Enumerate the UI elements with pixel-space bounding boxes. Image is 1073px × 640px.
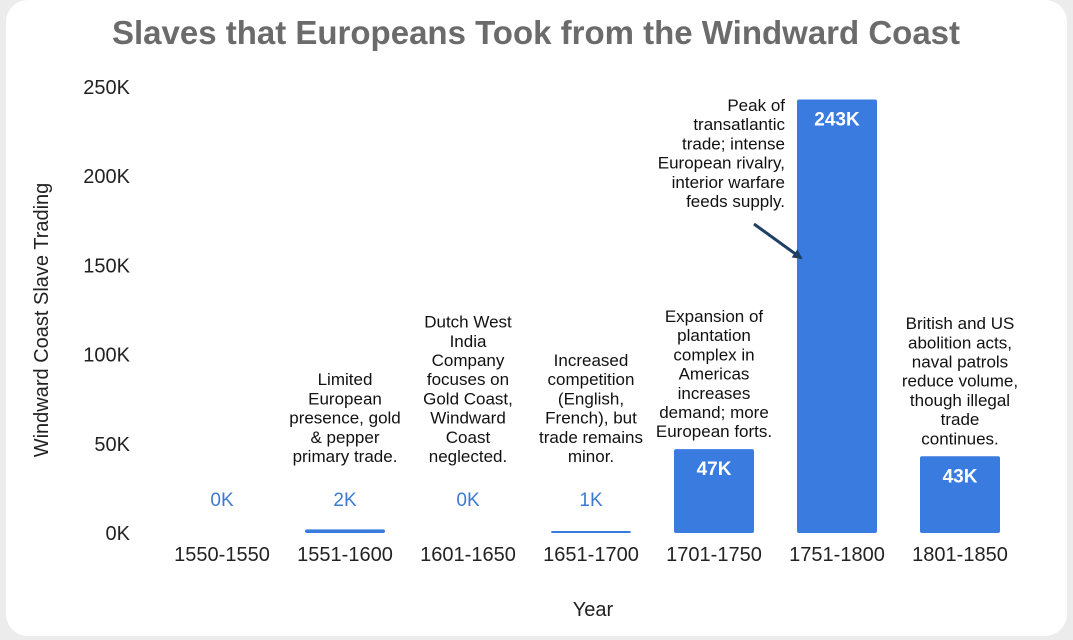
y-tick-label: 0K <box>106 523 131 545</box>
y-tick-label: 200K <box>83 166 130 188</box>
annotation-line: Dutch West <box>424 313 512 332</box>
y-axis-ticks: 0K 50K 100K 150K 200K 250K <box>83 77 130 545</box>
annotation-line: trade <box>941 410 980 429</box>
annotation-line: presence, gold <box>289 409 401 428</box>
annotation-line: European forts. <box>656 422 772 441</box>
x-tick-label-1751-1800: 1751-1800 <box>789 544 885 566</box>
bar-1751-1800 <box>797 99 877 533</box>
value-label-1751-1800: 243K <box>814 109 860 130</box>
bar-1651-1700 <box>551 531 631 533</box>
value-label-1651-1700: 1K <box>579 490 603 511</box>
annotation-line: feeds supply. <box>686 192 785 211</box>
annotation-line: naval patrols <box>912 352 1008 371</box>
x-tick-label-1651-1700: 1651-1700 <box>543 544 639 566</box>
annotation-line: Increased <box>554 351 629 370</box>
annotation-line: Expansion of <box>665 307 764 326</box>
value-label-1551-1600: 2K <box>333 490 357 511</box>
x-axis-ticks: 1550-1550 1551-1600 1601-1650 1651-1700 1701… <box>174 544 1008 566</box>
annotation-line: reduce volume, <box>902 372 1018 391</box>
annotation-line: Peak of <box>727 96 785 115</box>
annotation-line: competition <box>548 370 635 389</box>
annotation-line: Limited <box>318 370 373 389</box>
annotation-line: & pepper <box>311 428 380 447</box>
annotation-line: Company <box>432 351 505 370</box>
bar-1801-1850 <box>920 456 1000 533</box>
annotation-line: British and US <box>906 314 1015 333</box>
value-label-1550-1550: 0K <box>210 490 234 511</box>
annotation-line: transatlantic <box>693 115 785 134</box>
annotation-line: neglected. <box>429 447 507 466</box>
value-label-1701-1750: 47K <box>697 459 732 480</box>
bars-group: 0K 2K 0K 1K 47K 243K 43K <box>210 99 1000 533</box>
annotation-line: demand; more <box>659 403 769 422</box>
annotation-line: focuses on <box>427 370 509 389</box>
y-axis-label: Windward Coast Slave Trading <box>31 183 53 458</box>
y-tick-label: 150K <box>83 255 130 277</box>
annotation-line: French), but <box>545 409 637 428</box>
annotation-line: abolition acts, <box>908 333 1012 352</box>
annotation-line: Gold Coast, <box>423 389 513 408</box>
x-axis-label: Year <box>573 599 614 621</box>
x-tick-label-1551-1600: 1551-1600 <box>297 544 393 566</box>
annotation-line: trade; intense <box>682 134 785 153</box>
annotation-line: Windward <box>430 409 506 428</box>
annotation-line: though illegal <box>910 391 1010 410</box>
annotation-line: minor. <box>568 447 614 466</box>
bar-chart: Slaves that Europeans Took from the Wind… <box>31 14 1018 621</box>
annotation-line: interior warfare <box>672 173 785 192</box>
annotation-line: complex in <box>673 345 754 364</box>
annotation-arrow <box>753 222 803 260</box>
value-label-1601-1650: 0K <box>456 490 480 511</box>
annotation-line: Americas <box>679 365 750 384</box>
annotation-line: European rivalry, <box>658 154 785 173</box>
x-tick-label-1601-1650: 1601-1650 <box>420 544 516 566</box>
bar-1551-1600 <box>305 529 385 533</box>
annotation-line: Coast <box>446 428 491 447</box>
annotation-line: continues. <box>921 429 999 448</box>
y-tick-label: 50K <box>94 434 130 456</box>
annotation-line: plantation <box>677 326 751 345</box>
annotation-line: increases <box>678 384 751 403</box>
value-label-1801-1850: 43K <box>943 466 978 487</box>
x-tick-label-1701-1750: 1701-1750 <box>666 544 762 566</box>
x-tick-label-1550-1550: 1550-1550 <box>174 544 270 566</box>
y-tick-label: 250K <box>83 77 130 99</box>
annotation-line: primary trade. <box>293 447 398 466</box>
annotation-line: trade remains <box>539 428 643 447</box>
annotation-line: (English, <box>558 389 624 408</box>
chart-title: Slaves that Europeans Took from the Wind… <box>112 14 960 51</box>
annotation-line: European <box>308 389 382 408</box>
chart-card: Slaves that Europeans Took from the Wind… <box>6 0 1067 636</box>
annotation-line: India <box>450 332 487 351</box>
bar-1701-1750 <box>674 449 754 533</box>
x-tick-label-1801-1850: 1801-1850 <box>912 544 1008 566</box>
y-tick-label: 100K <box>83 345 130 367</box>
